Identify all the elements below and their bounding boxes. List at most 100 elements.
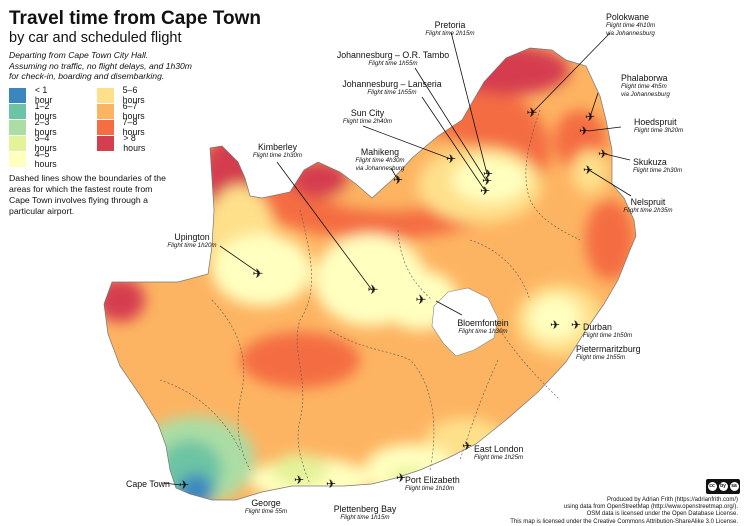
place-label-george: George Flight time 55m bbox=[236, 498, 296, 516]
legend-item: 6–7 hours bbox=[97, 101, 151, 121]
place-detail: Flight time 2h35m bbox=[623, 207, 673, 214]
cc-icon: cc bbox=[707, 482, 717, 491]
place-name: Johannesburg – O.R. Tambo bbox=[336, 50, 450, 60]
description-line: for check-in, boarding and disembarking. bbox=[9, 71, 165, 81]
legend-label: 7–8 hours bbox=[122, 117, 145, 137]
airport-icon-east-london: ✈ bbox=[462, 439, 472, 453]
place-detail: Flight time 1h10m bbox=[405, 485, 455, 492]
place-label-sun-city: Sun City Flight time 2h40m bbox=[330, 108, 405, 126]
credit-line: Produced by Adrian Frith (https://adrian… bbox=[606, 497, 738, 503]
legend-item: 3–4 hours bbox=[9, 133, 63, 153]
legend-swatch bbox=[97, 87, 114, 103]
place-detail: via Johannesburg bbox=[355, 165, 405, 172]
place-name: Port Elizabeth bbox=[405, 475, 460, 485]
airport-icon-bloemfontein: ✈ bbox=[416, 292, 427, 307]
place-name: Hoedspruit bbox=[634, 117, 677, 127]
map-title: Travel time from Cape Town bbox=[9, 8, 261, 29]
legend-label: > 8 hours bbox=[123, 133, 146, 153]
place-name: Phalaborwa bbox=[621, 73, 668, 83]
airport-icon-mahikeng: ✈ bbox=[393, 173, 403, 187]
place-name: Skukuza bbox=[633, 157, 667, 167]
catchment-note: Dashed lines show the boundaries of the … bbox=[9, 173, 166, 216]
place-detail: Flight time 4h30m bbox=[355, 157, 405, 164]
place-label-phalaborwa: Phalaborwa Flight time 4h5m via Johannesbu… bbox=[621, 73, 670, 99]
place-detail: Flight time 1h20m bbox=[167, 242, 217, 249]
airport-icon-pietermaritzburg: ✈ bbox=[550, 318, 560, 332]
place-label-jnb-lanseria: Johannesburg – Lanseria Flight time 1h55m bbox=[322, 79, 462, 97]
place-label-port-elizabeth: Port Elizabeth Flight time 1h10m bbox=[405, 475, 460, 493]
place-label-pretoria: Pretoria Flight time 2h15m bbox=[400, 20, 500, 38]
place-name: Bloemfontein bbox=[457, 318, 509, 328]
legend-swatch bbox=[97, 119, 114, 135]
lesotho bbox=[431, 287, 499, 357]
airport-icon-upington: ✈ bbox=[253, 266, 264, 281]
credits: Produced by Adrian Frith (https://adrian… bbox=[510, 497, 738, 526]
place-detail: Flight time 1h25m bbox=[474, 454, 524, 461]
place-name: Polokwane bbox=[606, 12, 650, 22]
place-name: Nelspruit bbox=[630, 197, 666, 207]
legend-swatch bbox=[9, 135, 26, 151]
description-line: Departing from Cape Town City Hall. bbox=[9, 50, 149, 60]
place-label-skukuza: Skukuza Flight time 2h30m bbox=[633, 157, 682, 175]
country-outline bbox=[103, 47, 637, 501]
place-name: Johannesburg – Lanseria bbox=[342, 79, 442, 89]
cc-license-badge: cc by sa bbox=[706, 479, 740, 494]
place-name: East London bbox=[474, 444, 524, 454]
airport-icon-jnb-tambo: ✈ bbox=[482, 174, 492, 188]
place-name: Durban bbox=[583, 322, 612, 332]
place-detail: Flight time 1h30m bbox=[458, 328, 508, 335]
place-label-mahikeng: Mahikeng Flight time 4h30m via Johannesbur… bbox=[340, 147, 420, 173]
legend-label: 2–3 hours bbox=[34, 117, 57, 137]
label-leader-lines bbox=[162, 31, 632, 486]
place-detail: Flight time 1h15m bbox=[340, 514, 390, 521]
legend-swatch bbox=[9, 87, 26, 103]
place-label-bloemfontein: Bloemfontein Flight time 1h30m bbox=[448, 318, 518, 336]
airport-icon-cape-town: ✈ bbox=[179, 478, 189, 492]
place-name: Cape Town bbox=[126, 479, 170, 489]
place-label-kimberley: Kimberley Flight time 1h30m bbox=[240, 142, 315, 160]
place-detail: Flight time 3h20m bbox=[634, 127, 684, 134]
by-icon: by bbox=[718, 482, 728, 491]
description-line: Assuming no traffic, no flight delays, a… bbox=[9, 60, 192, 71]
legend-item: < 1 hour bbox=[9, 85, 59, 105]
legend-swatch bbox=[97, 103, 114, 119]
airport-icon-polokwane: ✈ bbox=[527, 105, 538, 120]
place-detail: Flight time 1h55m bbox=[368, 60, 418, 67]
legend-swatch bbox=[9, 119, 26, 135]
airport-markers: ✈ ✈ ✈ ✈ ✈ ✈ ✈ ✈ ✈ ✈ ✈ ✈ ✈ ✈ ✈ ✈ ✈ ✈ ✈ ✈ bbox=[179, 105, 608, 492]
place-label-durban: Durban Flight time 1h50m bbox=[583, 322, 632, 340]
place-detail: Flight time 1h30m bbox=[252, 152, 303, 159]
legend-label: 3–4 hours bbox=[34, 133, 57, 153]
airport-icon-pretoria: ✈ bbox=[483, 167, 493, 181]
legend-item: 5–6 hours bbox=[97, 85, 151, 105]
airport-icon-plettenberg-bay: ✈ bbox=[326, 477, 336, 491]
airport-icon-george: ✈ bbox=[294, 473, 304, 487]
legend-item: 2–3 hours bbox=[9, 117, 63, 137]
place-detail: Flight time 4h5m bbox=[621, 83, 667, 90]
airport-icon-kimberley: ✈ bbox=[368, 282, 379, 297]
sa-icon: sa bbox=[729, 482, 739, 491]
legend-label: < 1 hour bbox=[34, 85, 53, 105]
place-label-upington: Upington Flight time 1h20m bbox=[157, 232, 227, 250]
place-name: Mahikeng bbox=[360, 147, 400, 157]
place-label-plettenberg-bay: Plettenberg Bay Flight time 1h15m bbox=[330, 504, 400, 522]
map-description: Departing from Cape Town City Hall. Assu… bbox=[9, 50, 239, 82]
credit-line: This map is licensed under the Creative … bbox=[510, 518, 738, 525]
place-name: Upington bbox=[174, 232, 210, 242]
place-label-jnb-tambo: Johannesburg – O.R. Tambo Flight time 1h5… bbox=[318, 50, 468, 68]
legend-swatch bbox=[97, 135, 115, 151]
place-detail: Flight time 4h10m bbox=[606, 22, 656, 29]
place-name: Pietermaritzburg bbox=[576, 344, 641, 354]
place-name: George bbox=[251, 498, 281, 508]
place-label-pietermaritzburg: Pietermaritzburg Flight time 1h55m bbox=[576, 344, 641, 362]
map-subtitle: by car and scheduled flight bbox=[9, 30, 182, 46]
place-detail: Flight time 55m bbox=[244, 508, 288, 515]
legend-item: 1–2 hours bbox=[9, 101, 63, 121]
airport-icon-skukuza: ✈ bbox=[598, 147, 608, 161]
place-detail: Flight time 2h30m bbox=[633, 167, 683, 174]
airport-icon-durban: ✈ bbox=[571, 318, 581, 332]
credit-line: using data from OpenStreetMap (http://ww… bbox=[563, 504, 738, 511]
legend-label: 6–7 hours bbox=[122, 101, 145, 121]
place-name: Kimberley bbox=[257, 142, 298, 152]
